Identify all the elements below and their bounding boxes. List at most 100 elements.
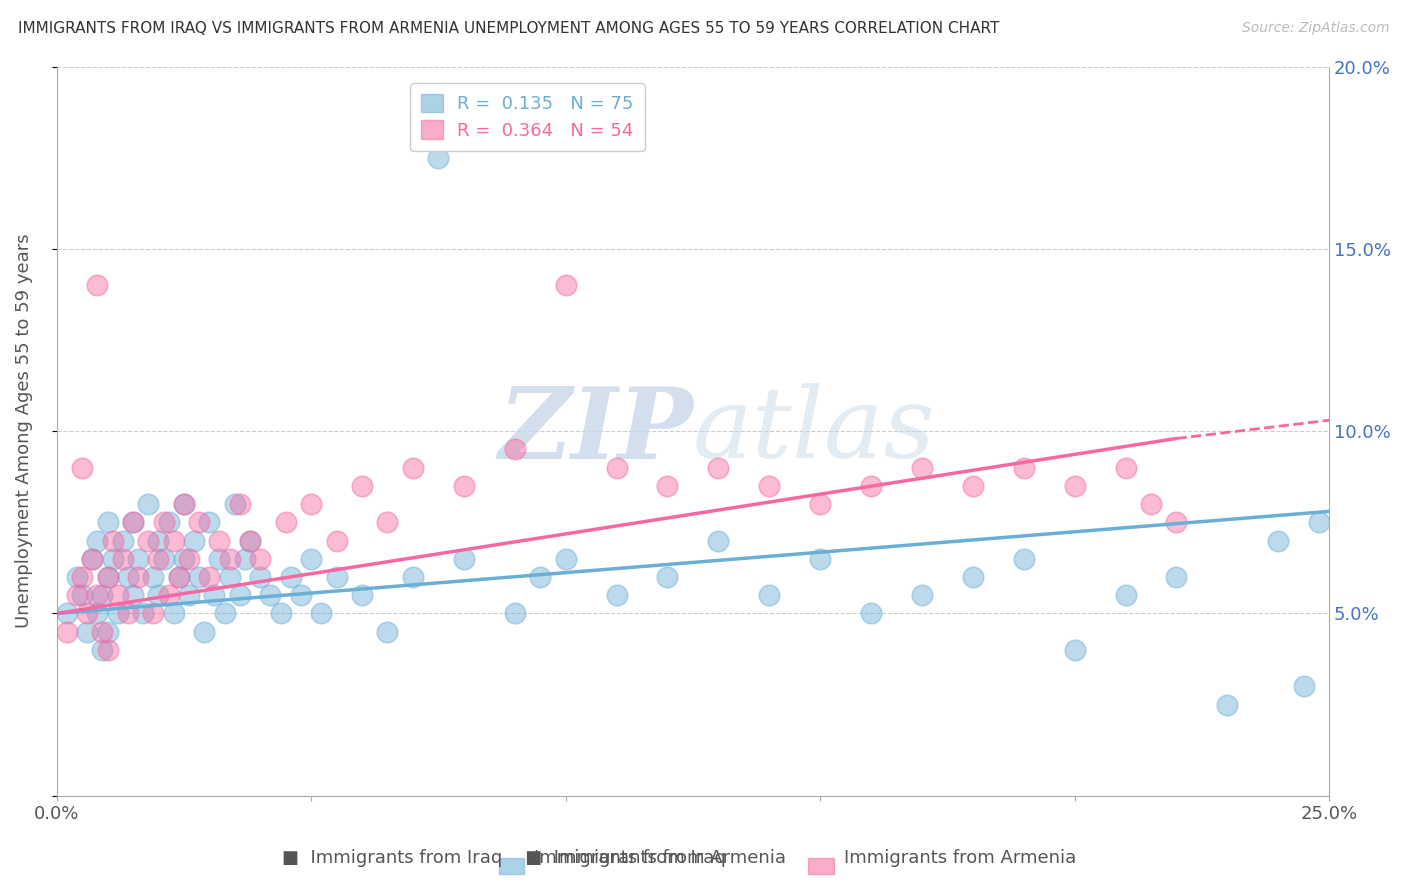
Point [453,551,475,566]
Point [167,570,190,584]
Point [82,551,104,566]
Point [1115,460,1137,475]
Point [91,588,114,602]
Point [136,533,159,548]
Point [350,588,373,602]
Point [163,533,186,548]
Point [76,624,98,639]
Point [193,624,215,639]
Point [962,479,984,493]
Text: atlas: atlas [693,384,935,479]
Point [402,570,425,584]
Point [270,607,292,621]
Point [962,570,984,584]
Point [111,551,134,566]
Point [259,588,281,602]
Legend: R =  0.135   N = 75, R =  0.364   N = 54: R = 0.135 N = 75, R = 0.364 N = 54 [411,83,644,151]
Point [148,533,170,548]
Point [86,588,108,602]
Point [167,570,190,584]
Point [91,643,114,657]
Point [249,551,271,566]
Point [148,588,170,602]
Point [70,460,93,475]
Point [66,588,89,602]
Point [402,460,425,475]
Point [860,607,883,621]
Point [707,533,730,548]
Point [142,570,165,584]
Point [122,516,145,530]
Point [529,570,551,584]
Point [224,497,246,511]
Point [177,588,200,602]
Point [229,497,252,511]
Point [290,588,312,602]
Point [605,460,627,475]
Point [605,588,627,602]
Text: IMMIGRANTS FROM IRAQ VS IMMIGRANTS FROM ARMENIA UNEMPLOYMENT AMONG AGES 55 TO 59: IMMIGRANTS FROM IRAQ VS IMMIGRANTS FROM … [18,21,1000,36]
Point [274,516,297,530]
Point [177,551,200,566]
Point [657,479,679,493]
Point [233,551,256,566]
Point [377,624,399,639]
Point [758,479,780,493]
Point [554,278,576,293]
Point [503,442,526,457]
Point [198,570,221,584]
Point [127,570,149,584]
Point [311,607,333,621]
Point [173,497,195,511]
Point [122,516,145,530]
Point [152,516,174,530]
Point [218,570,240,584]
Point [111,533,134,548]
Point [96,516,118,530]
Point [350,479,373,493]
Point [56,607,79,621]
Point [1063,643,1085,657]
Point [173,551,195,566]
Point [148,551,170,566]
Point [127,551,149,566]
Point [96,570,118,584]
Point [377,516,399,530]
Text: Source: ZipAtlas.com: Source: ZipAtlas.com [1241,21,1389,35]
Point [70,588,93,602]
Point [198,516,221,530]
Point [96,570,118,584]
Point [325,533,347,548]
Point [132,607,155,621]
Point [163,607,186,621]
Point [911,588,934,602]
Text: ■  Immigrants from Iraq    ■  Immigrants from Armenia: ■ Immigrants from Iraq ■ Immigrants from… [283,849,786,867]
Point [208,533,231,548]
Point [1115,588,1137,602]
Point [1267,533,1289,548]
Point [56,624,79,639]
Point [808,551,831,566]
Point [86,278,108,293]
Point [96,643,118,657]
Point [96,624,118,639]
Point [1292,679,1315,693]
Point [1308,516,1330,530]
Point [503,607,526,621]
Point [86,607,108,621]
Point [117,570,139,584]
Point [808,497,831,511]
Point [1012,551,1035,566]
Point [122,588,145,602]
Point [82,551,104,566]
Point [188,516,211,530]
Point [911,460,934,475]
Point [157,516,180,530]
Point [107,588,129,602]
Point [1216,698,1239,712]
Point [214,607,236,621]
Point [101,533,124,548]
Point [453,479,475,493]
Point [229,588,252,602]
Point [860,479,883,493]
